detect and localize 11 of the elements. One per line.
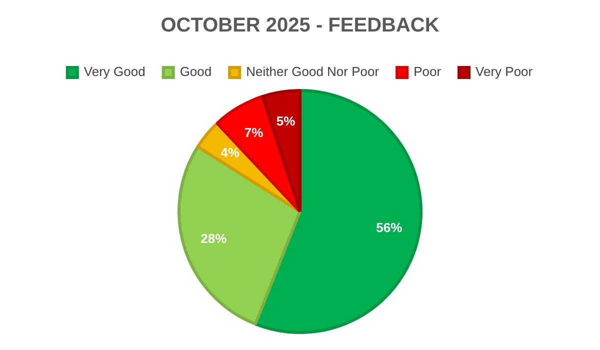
data-label: 5% [276, 113, 296, 128]
legend-label: Neither Good Nor Poor [246, 64, 380, 80]
data-label: 28% [200, 231, 228, 246]
chart-title: OCTOBER 2025 - FEEDBACK [160, 14, 440, 37]
legend-label: Very Poor [476, 64, 534, 80]
data-label: 4% [220, 145, 240, 160]
legend-label: Very Good [84, 64, 146, 80]
legend-label: Good [180, 64, 212, 80]
data-label: 7% [244, 124, 264, 140]
data-label: 56% [376, 220, 403, 236]
legend-label: Poor [414, 64, 442, 80]
